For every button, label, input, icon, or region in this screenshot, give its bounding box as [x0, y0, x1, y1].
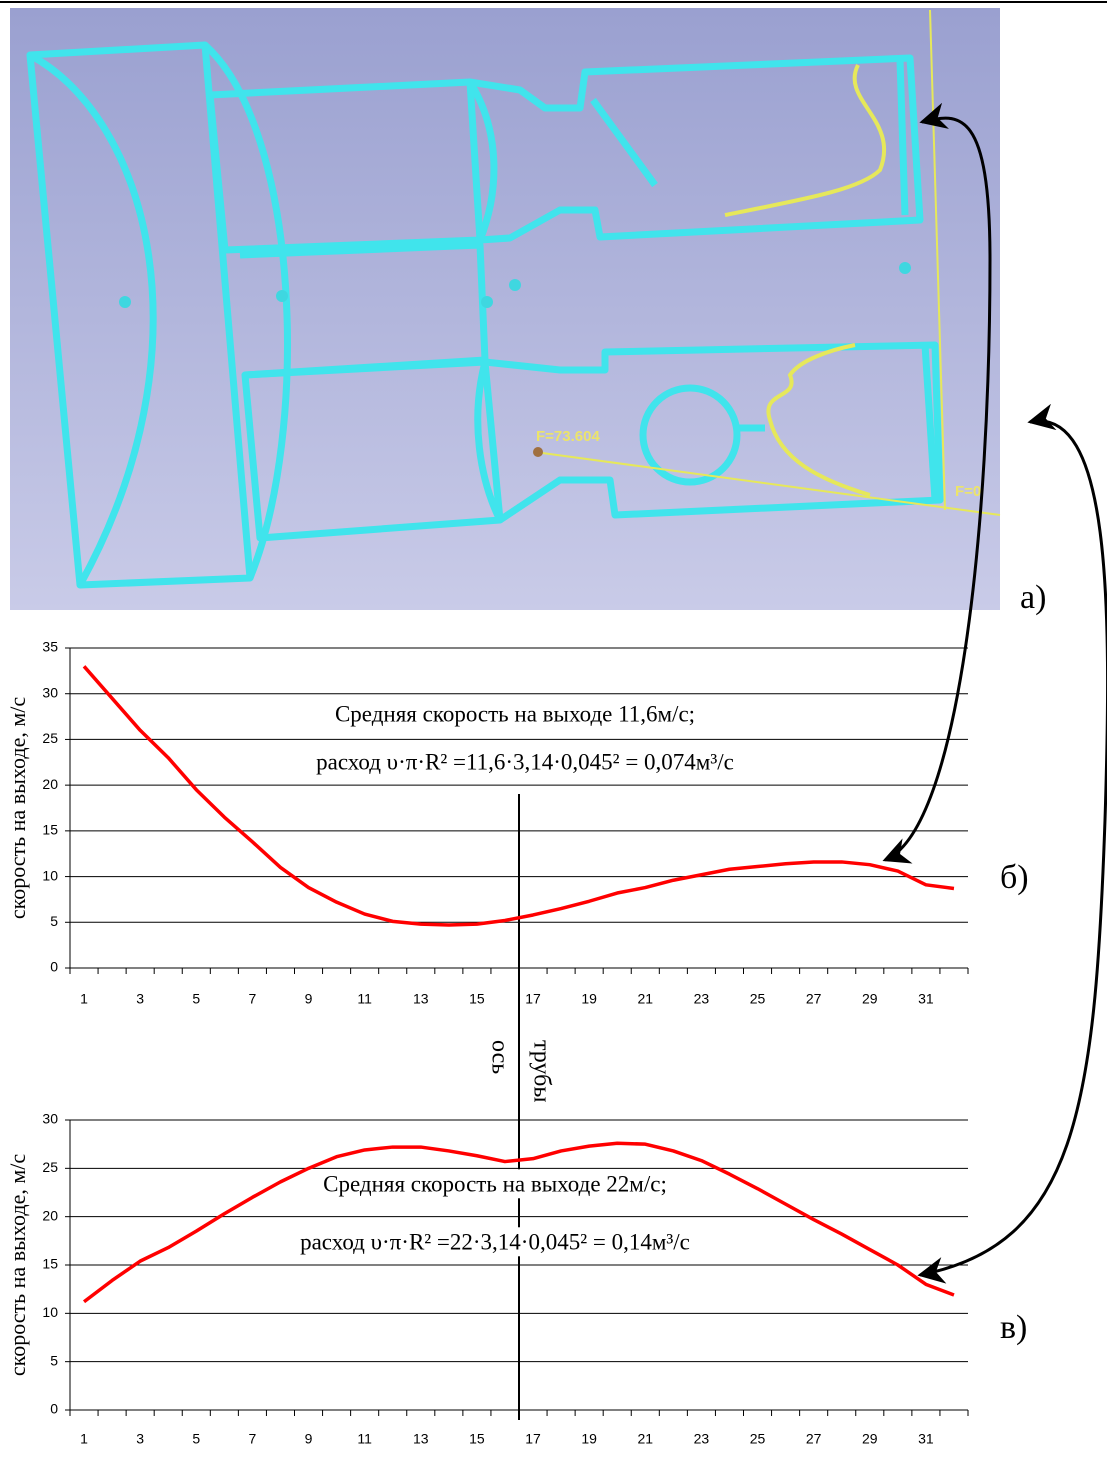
force-label: F=0 [955, 483, 981, 500]
x-tick-label: 29 [862, 991, 878, 1007]
y-tick-label: 0 [50, 1401, 58, 1417]
x-tick-label: 21 [637, 991, 653, 1007]
x-tick-label: 13 [413, 1431, 429, 1447]
y-tick-label: 15 [42, 822, 58, 838]
panel-label: в) [1000, 1309, 1027, 1346]
pipe-axis-label: ось [486, 1040, 512, 1074]
panel-label: а) [1020, 579, 1046, 616]
y-tick-label: 5 [50, 1352, 58, 1368]
x-tick-label: 21 [637, 1431, 653, 1447]
y-tick-label: 10 [42, 867, 58, 883]
x-tick-label: 7 [249, 1431, 257, 1447]
x-tick-label: 9 [305, 1431, 313, 1447]
y-tick-label: 15 [42, 1256, 58, 1272]
x-tick-label: 11 [357, 991, 372, 1007]
x-tick-label: 31 [918, 1431, 934, 1447]
x-tick-label: 27 [806, 991, 822, 1007]
y-axis-label: скорость на выходе, м/с [5, 1154, 30, 1377]
figure: F=73.604 F=0 а) б) в) ось трубы 05101520… [0, 0, 1107, 1457]
model-view: F=73.604 F=0 [10, 8, 1000, 610]
x-tick-label: 17 [525, 1431, 541, 1447]
y-axis-label: скорость на выходе, м/с [5, 697, 30, 920]
x-tick-label: 29 [862, 1431, 878, 1447]
x-tick-label: 19 [581, 991, 597, 1007]
annotation: расход υ·π·R² =11,6·3,14·0,045² = 0,074м… [316, 749, 734, 774]
x-tick-label: 13 [413, 991, 429, 1007]
annotation: расход υ·π·R² =22·3,14·0,045² = 0,14м³/с [300, 1229, 690, 1254]
y-tick-label: 20 [42, 1207, 58, 1223]
y-tick-label: 5 [50, 913, 58, 929]
x-tick-label: 1 [80, 991, 88, 1007]
annotation: Средняя скорость на выходе 11,6м/с; [335, 701, 695, 726]
x-tick-label: 15 [469, 1431, 485, 1447]
x-tick-label: 1 [80, 1431, 88, 1447]
x-tick-label: 11 [357, 1431, 372, 1447]
y-tick-label: 25 [42, 730, 58, 746]
y-tick-label: 10 [42, 1304, 58, 1320]
x-tick-label: 31 [918, 991, 934, 1007]
x-tick-label: 5 [192, 1431, 200, 1447]
annotation: Средняя скорость на выходе 22м/с; [323, 1171, 667, 1196]
x-tick-label: 27 [806, 1431, 822, 1447]
x-tick-label: 19 [581, 1431, 597, 1447]
x-tick-label: 7 [249, 991, 257, 1007]
x-tick-label: 5 [192, 991, 200, 1007]
x-tick-label: 23 [694, 991, 710, 1007]
x-tick-label: 3 [136, 991, 144, 1007]
x-tick-label: 23 [694, 1431, 710, 1447]
y-tick-label: 30 [42, 1111, 58, 1127]
y-tick-label: 35 [42, 639, 58, 655]
force-label: F=73.604 [536, 428, 600, 445]
pipe-axis-label: трубы [528, 1040, 554, 1102]
y-tick-label: 20 [42, 776, 58, 792]
x-tick-label: 17 [525, 991, 541, 1007]
panel-label: б) [1000, 859, 1029, 896]
x-tick-label: 15 [469, 991, 485, 1007]
y-tick-label: 0 [50, 959, 58, 975]
y-tick-label: 30 [42, 684, 58, 700]
page: F=73.604 F=0 а) б) в) ось трубы 05101520… [0, 0, 1107, 1457]
x-tick-label: 25 [750, 991, 766, 1007]
x-tick-label: 25 [750, 1431, 766, 1447]
x-tick-label: 3 [136, 1431, 144, 1447]
x-tick-label: 9 [305, 991, 313, 1007]
y-tick-label: 25 [42, 1159, 58, 1175]
